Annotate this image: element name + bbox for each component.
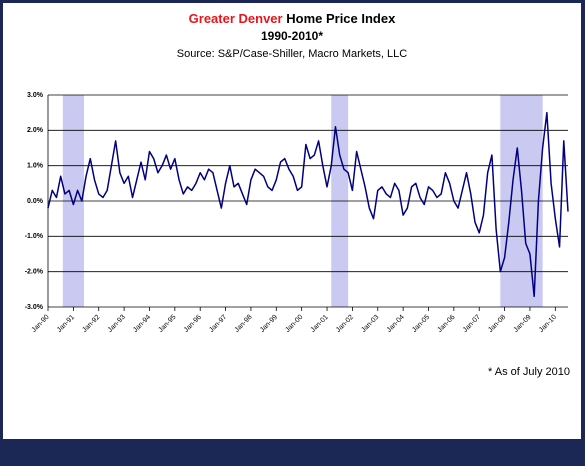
chart-note: * As of July 2010 [488, 366, 570, 378]
title-highlight: Greater Denver [189, 11, 283, 26]
data-line [47, 111, 569, 298]
y-tick-label: -3.0% [25, 304, 44, 311]
chart-subtitle: 1990-2010* [261, 29, 323, 43]
y-tick-label: 0.0% [27, 198, 44, 205]
chart-panel [3, 3, 581, 439]
y-tick-label: 3.0% [27, 92, 44, 99]
chart-title-line: Greater Denver Home Price Index [189, 11, 396, 26]
y-tick-label: 2.0% [27, 127, 44, 134]
y-tick-label: -2.0% [25, 269, 44, 276]
y-tick-label: 1.0% [27, 163, 44, 170]
chart-source: Source: S&P/Case-Shiller, Macro Markets,… [177, 48, 408, 60]
chart-title: Home Price Index [286, 11, 396, 26]
y-tick-label: -1.0% [25, 233, 44, 240]
